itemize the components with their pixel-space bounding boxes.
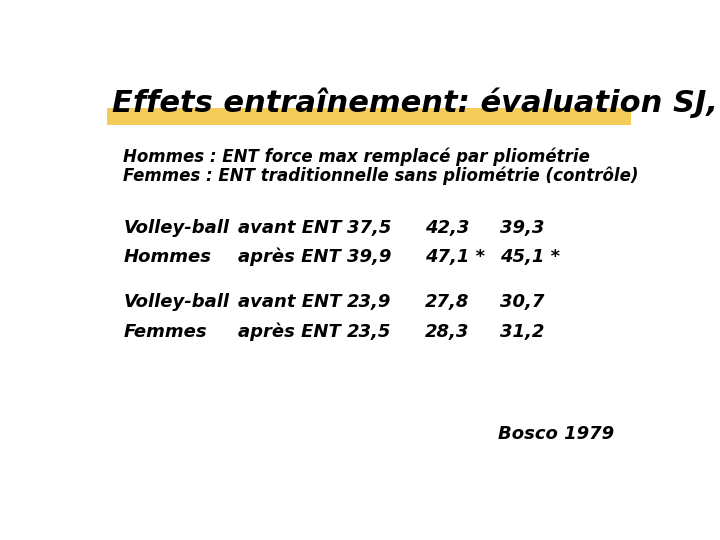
Text: 39,9: 39,9 — [347, 248, 391, 266]
Text: Volley-ball: Volley-ball — [124, 294, 230, 312]
Text: avant ENT: avant ENT — [238, 219, 341, 237]
Text: après ENT: après ENT — [238, 248, 341, 266]
Text: Femmes : ENT traditionnelle sans pliométrie (contrôle): Femmes : ENT traditionnelle sans pliomét… — [124, 167, 639, 185]
Text: 31,2: 31,2 — [500, 322, 544, 341]
Text: Volley-ball: Volley-ball — [124, 219, 230, 237]
Text: Bosco 1979: Bosco 1979 — [498, 425, 615, 443]
Text: 30,7: 30,7 — [500, 294, 544, 312]
Text: 23,9: 23,9 — [347, 294, 391, 312]
Text: 37,5: 37,5 — [347, 219, 391, 237]
FancyBboxPatch shape — [107, 107, 631, 125]
Text: 23,5: 23,5 — [347, 322, 391, 341]
Text: avant ENT: avant ENT — [238, 294, 341, 312]
Text: 28,3: 28,3 — [425, 322, 469, 341]
Text: 47,1 *: 47,1 * — [425, 248, 485, 266]
Text: Hommes: Hommes — [124, 248, 212, 266]
Text: Effets entraînement: évaluation SJ, CMJ, BDJ: Effets entraînement: évaluation SJ, CMJ,… — [112, 87, 720, 118]
Text: après ENT: après ENT — [238, 322, 341, 341]
Text: 45,1 *: 45,1 * — [500, 248, 560, 266]
Text: 39,3: 39,3 — [500, 219, 544, 237]
Text: 42,3: 42,3 — [425, 219, 469, 237]
Text: 27,8: 27,8 — [425, 294, 469, 312]
Text: Hommes : ENT force max remplacé par pliométrie: Hommes : ENT force max remplacé par plio… — [124, 148, 590, 166]
Text: Femmes: Femmes — [124, 322, 207, 341]
